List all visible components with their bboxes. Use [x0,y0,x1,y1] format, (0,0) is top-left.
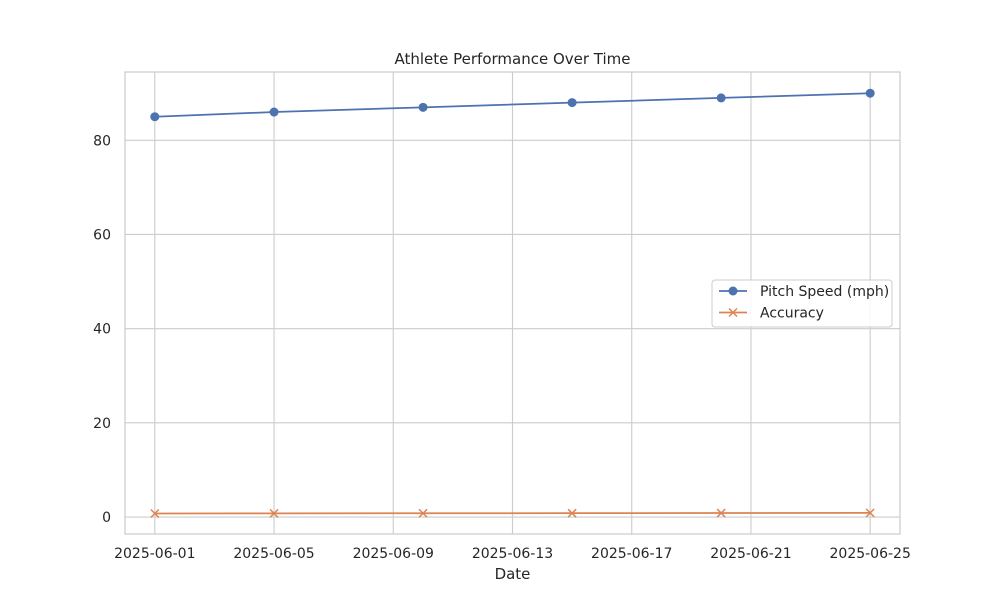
y-tick-label: 60 [93,227,111,243]
y-tick-label: 40 [93,322,111,338]
y-tick-label: 80 [93,133,111,149]
plot-frame [124,71,901,535]
data-point [716,508,726,518]
x-tick-label: 2025-06-25 [830,546,911,562]
data-point [865,508,875,518]
legend: Pitch Speed (mph) Accuracy [711,279,893,328]
y-tick-label: 20 [93,416,111,432]
data-point [716,93,726,103]
data-point [567,98,577,108]
chart-title: Athlete Performance Over Time [394,50,630,68]
legend-swatch-marker [728,286,738,296]
x-tick-label: 2025-06-17 [591,546,672,562]
series-layer [150,88,875,519]
legend-label: Pitch Speed (mph) [760,284,889,300]
y-tick-labels: 0 20 40 60 80 [93,133,111,526]
marker-stroke [150,508,160,519]
legend-box [711,279,893,328]
data-point [269,508,279,518]
x-tick-label: 2025-06-21 [710,546,791,562]
legend-item-0: Pitch Speed (mph) [719,284,889,300]
marker-stroke [418,508,428,518]
data-point [865,88,875,98]
x-tick-labels: 2025-06-01 2025-06-05 2025-06-09 2025-06-13… [114,546,911,562]
x-axis-label: Date [495,565,531,583]
data-point [150,112,160,122]
marker-stroke [716,508,726,518]
data-point [567,508,577,518]
y-tick-label: 0 [102,510,111,526]
legend-item-1: Accuracy [719,306,824,322]
data-point [418,508,428,518]
x-tick-label: 2025-06-13 [472,546,553,562]
series-0 [150,88,875,122]
data-point [269,107,279,117]
series-line [154,92,871,118]
series-1 [150,508,875,519]
marker-stroke [728,307,738,318]
series-line [154,512,871,515]
x-tick-label: 2025-06-01 [114,546,195,562]
legend-label: Accuracy [760,306,824,322]
x-tick-label: 2025-06-09 [353,546,434,562]
grid [125,72,900,534]
marker-stroke [269,508,279,518]
data-point [418,102,428,112]
marker-stroke [865,508,875,518]
legend-swatch-marker [728,307,738,318]
x-tick-label: 2025-06-05 [233,546,314,562]
data-point [150,508,160,519]
marker-stroke [567,508,577,518]
